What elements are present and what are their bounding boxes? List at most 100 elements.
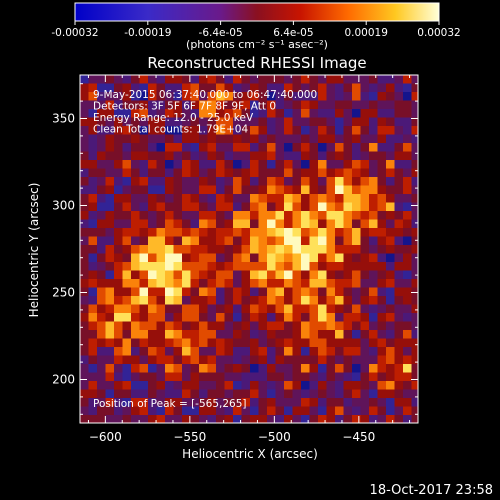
heatmap-cell [369, 372, 378, 382]
heatmap-cell [97, 398, 106, 407]
heatmap-cell [139, 202, 149, 212]
heatmap-cell [207, 194, 217, 203]
heatmap-cell [114, 279, 123, 288]
heatmap-cell [241, 381, 251, 390]
heatmap-cell [97, 168, 106, 178]
heatmap-cell [318, 347, 327, 356]
heatmap-cell [88, 100, 98, 110]
heatmap-cell [131, 381, 140, 390]
heatmap-cell [275, 151, 285, 161]
heatmap-cell [233, 253, 242, 263]
heatmap-cell [369, 194, 378, 203]
heatmap-cell [122, 364, 132, 373]
heatmap-cell [284, 202, 293, 212]
heatmap-cell [343, 185, 353, 195]
heatmap-cell [335, 364, 344, 373]
heatmap-cell [369, 75, 378, 84]
heatmap-cell [114, 381, 123, 390]
heatmap-cell [122, 177, 132, 186]
heatmap-cell [352, 151, 361, 161]
heatmap-cell [360, 364, 370, 373]
heatmap-cell [250, 304, 259, 314]
heatmap-cell [318, 219, 327, 229]
heatmap-cell [165, 287, 174, 297]
heatmap-cell [165, 117, 174, 127]
heatmap-cell [292, 228, 302, 237]
heatmap-cell [403, 177, 412, 186]
heatmap-cell [335, 381, 344, 390]
heatmap-cell [105, 262, 115, 271]
heatmap-cell [250, 228, 259, 237]
heatmap-cell [292, 100, 302, 110]
heatmap-cell [182, 126, 191, 135]
heatmap-cell [394, 202, 404, 212]
heatmap-cell [377, 177, 387, 186]
heatmap-cell [377, 228, 387, 237]
heatmap-cell [309, 313, 319, 322]
heatmap-cell [165, 338, 174, 348]
heatmap-cell [88, 194, 98, 203]
heatmap-cell [326, 381, 336, 390]
heatmap-cell [241, 253, 251, 263]
heatmap-cell [377, 381, 387, 390]
heatmap-cell [131, 100, 140, 110]
heatmap-cell [394, 100, 404, 110]
heatmap-cell [207, 228, 217, 237]
heatmap-cell [216, 75, 225, 84]
heatmap-cell [241, 109, 251, 118]
heatmap-cell [360, 83, 370, 93]
heatmap-cell [80, 296, 89, 305]
heatmap-cell [250, 287, 259, 297]
heatmap-cell [207, 372, 217, 382]
heatmap-cell [386, 134, 395, 144]
heatmap-cell [131, 75, 140, 84]
heatmap-cell [156, 372, 166, 382]
heatmap-cell [148, 75, 157, 84]
heatmap-cell [156, 347, 166, 356]
heatmap-cell [360, 109, 370, 118]
heatmap-cell [326, 126, 336, 135]
heatmap-cell [80, 117, 89, 127]
heatmap-cell [284, 321, 293, 331]
heatmap-cell [326, 415, 336, 423]
heatmap-cell [292, 177, 302, 186]
heatmap-cell [318, 296, 327, 305]
heatmap-cell [386, 381, 395, 390]
heatmap-cell [352, 389, 361, 399]
heatmap-cell [352, 117, 361, 127]
heatmap-cell [318, 236, 327, 246]
heatmap-cell [258, 177, 268, 186]
heatmap-cell [318, 194, 327, 203]
heatmap-cell [258, 219, 268, 229]
heatmap-cell [105, 211, 115, 220]
heatmap-cell [275, 143, 285, 152]
heatmap-cell [131, 109, 140, 118]
colorbar-tick-label: 6.4e-05 [273, 27, 313, 39]
heatmap-cell [369, 168, 378, 178]
heatmap-cell [190, 321, 200, 331]
heatmap-cell [173, 279, 183, 288]
heatmap-cell [241, 151, 251, 161]
heatmap-cell [173, 134, 183, 144]
heatmap-cell [207, 389, 217, 399]
heatmap-cell [394, 253, 404, 263]
heatmap-cell [88, 143, 98, 152]
heatmap-cell [88, 177, 98, 186]
heatmap-cell [114, 185, 123, 195]
heatmap-cell [224, 219, 234, 229]
heatmap-cell [182, 279, 191, 288]
heatmap-cell [369, 126, 378, 135]
heatmap-cell [199, 321, 208, 331]
heatmap-cell [233, 126, 242, 135]
heatmap-cell [80, 347, 89, 356]
heatmap-cell [250, 92, 259, 101]
heatmap-cell [97, 304, 106, 314]
annotation-line: 9-May-2015 06:37:40.000 to 06:47:40.000 [93, 89, 317, 101]
heatmap-cell [292, 126, 302, 135]
heatmap-cell [352, 92, 361, 101]
heatmap-cell [258, 160, 268, 169]
heatmap-cell [165, 406, 174, 416]
heatmap-cell [173, 83, 183, 93]
heatmap-cell [173, 406, 183, 416]
heatmap-cell [173, 202, 183, 212]
